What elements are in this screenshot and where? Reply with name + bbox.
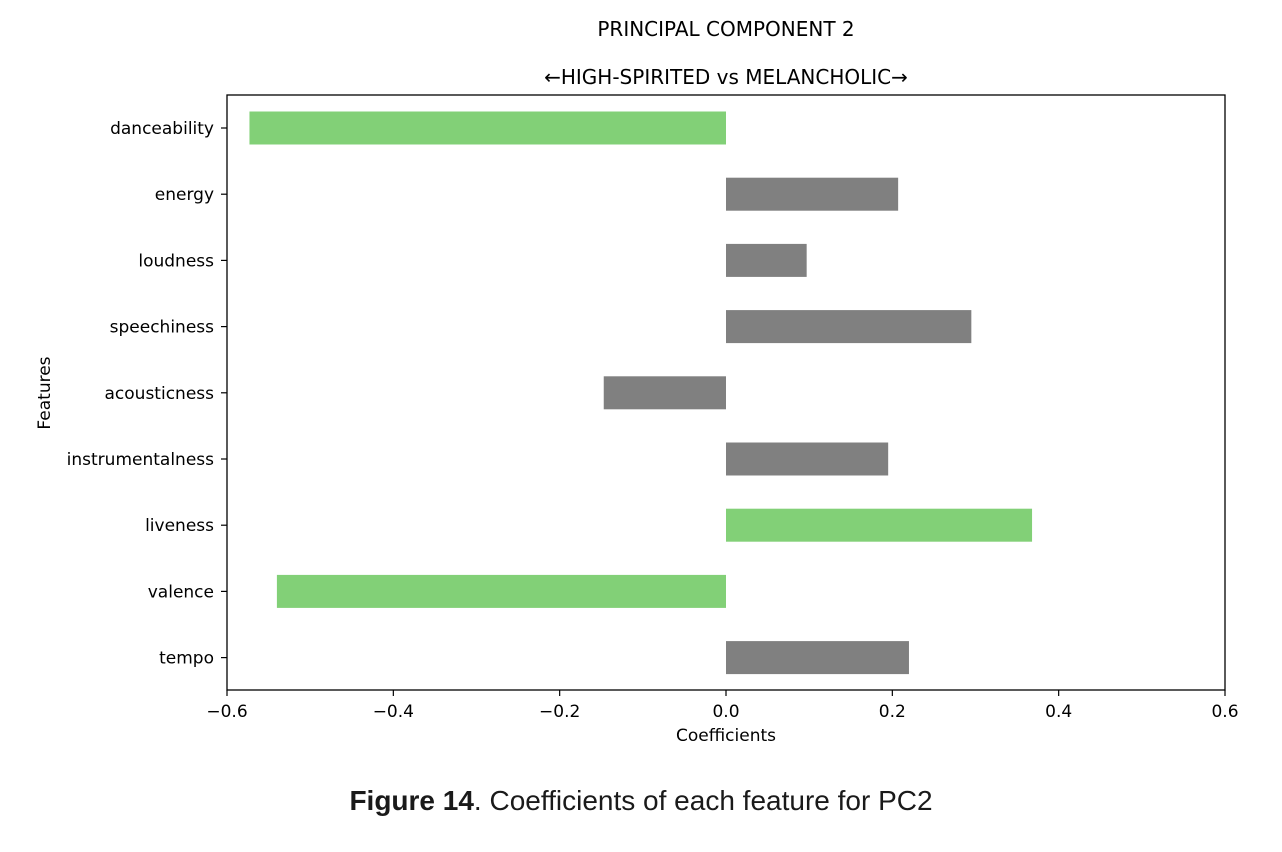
figure-caption-text: . Coefficients of each feature for PC2 [473,785,933,816]
bar-acousticness [603,376,726,410]
x-axis-label: Coefficients [676,726,776,746]
bar-liveness [726,508,1033,542]
y-tick-label-liveness: liveness [145,516,214,536]
pc2-bar-chart: PRINCIPAL COMPONENT 2 ←HIGH-SPIRITED vs … [35,17,1239,746]
x-tick-label: 0.4 [1045,702,1072,722]
x-tick-label: 0.6 [1211,702,1238,722]
y-tick-label-valence: valence [148,582,214,602]
x-tick-label: 0.2 [879,702,906,722]
bar-speechiness [726,310,972,344]
y-axis: danceability energy loudness speechiness aco… [67,119,227,669]
x-tick-label: −0.2 [539,702,580,722]
y-tick-label-energy: energy [155,185,214,205]
y-tick-label-loudness: loudness [138,251,214,271]
x-tick-label: −0.4 [373,702,414,722]
x-tick-label: −0.6 [206,702,247,722]
bar-danceability [249,111,726,145]
chart-subtitle: ←HIGH-SPIRITED vs MELANCHOLIC→ [544,65,908,89]
bar-tempo [726,641,909,675]
y-tick-label-acousticness: acousticness [105,384,215,404]
figure-caption: Figure 14. Coefficients of each feature … [0,785,1282,817]
y-tick-label-instrumentalness: instrumentalness [67,450,214,470]
figure-label: Figure 14 [349,785,474,816]
y-tick-label-tempo: tempo [159,649,214,669]
bar-valence [276,574,726,608]
bar-loudness [726,243,807,277]
y-axis-label: Features [35,356,55,429]
x-tick-label: 0.0 [712,702,739,722]
bar-instrumentalness [726,442,889,476]
bars-group [249,111,1033,675]
y-tick-label-speechiness: speechiness [110,318,215,338]
chart-title: PRINCIPAL COMPONENT 2 [597,17,854,41]
bar-energy [726,177,899,211]
y-tick-label-danceability: danceability [110,119,214,139]
x-axis: −0.6 −0.4 −0.2 0.0 0.2 0.4 0.6 [206,690,1239,722]
